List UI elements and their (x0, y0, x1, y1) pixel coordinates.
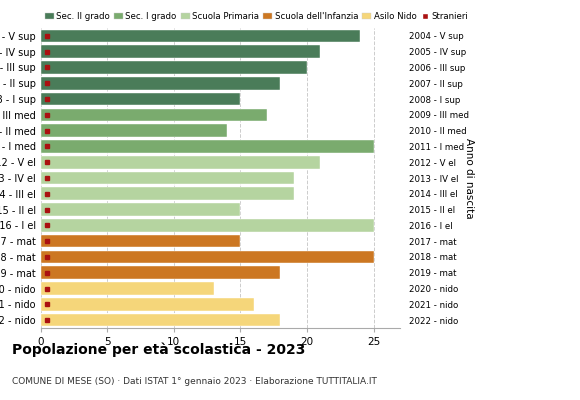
Text: Popolazione per età scolastica - 2023: Popolazione per età scolastica - 2023 (12, 342, 305, 357)
Bar (41, 282, 214, 295)
Bar (41, 108, 267, 121)
Text: COMUNE DI MESE (SO) · Dati ISTAT 1° gennaio 2023 · Elaborazione TUTTITALIA.IT: COMUNE DI MESE (SO) · Dati ISTAT 1° genn… (12, 377, 376, 386)
Bar (41, 266, 280, 279)
Bar (41, 124, 227, 137)
Bar (41, 298, 253, 311)
Bar (41, 45, 320, 58)
Bar (41, 140, 374, 153)
Bar (41, 156, 320, 168)
Y-axis label: Anno di nascita: Anno di nascita (465, 138, 474, 218)
Bar (41, 219, 374, 232)
Bar (41, 314, 280, 326)
Bar (41, 61, 307, 74)
Bar (41, 188, 293, 200)
Bar (41, 172, 293, 184)
Legend: Sec. II grado, Sec. I grado, Scuola Primaria, Scuola dell'Infanzia, Asilo Nido, : Sec. II grado, Sec. I grado, Scuola Prim… (45, 12, 469, 21)
Bar (41, 251, 374, 263)
Bar (41, 93, 240, 105)
Bar (41, 77, 280, 90)
Bar (41, 30, 360, 42)
Bar (41, 235, 240, 248)
Bar (41, 203, 240, 216)
